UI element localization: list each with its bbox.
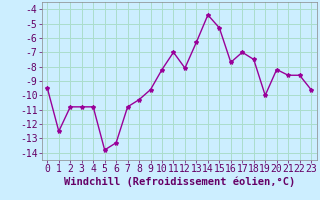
- X-axis label: Windchill (Refroidissement éolien,°C): Windchill (Refroidissement éolien,°C): [64, 177, 295, 187]
